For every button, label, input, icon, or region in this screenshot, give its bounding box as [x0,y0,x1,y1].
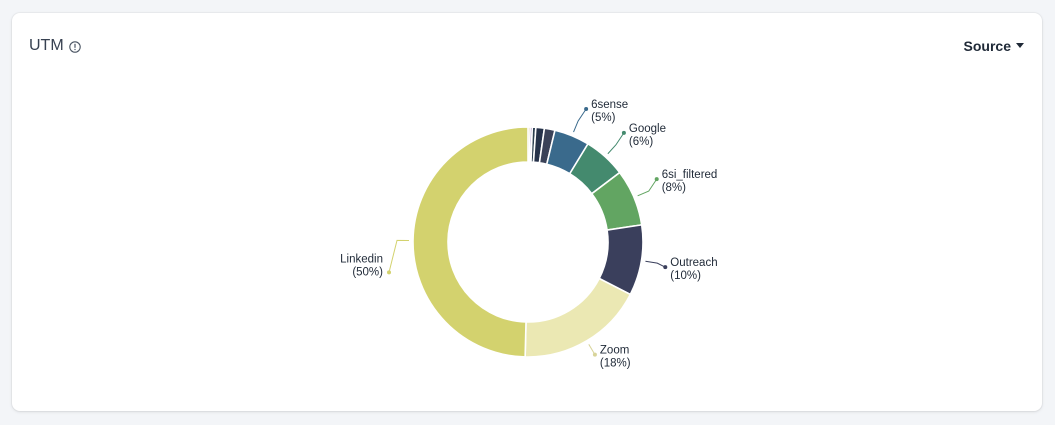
slice-label: Linkedin [340,253,383,265]
leader-dot [663,265,668,270]
leader-line-google [607,132,625,155]
slice-linkedin[interactable] [412,126,529,358]
slice-label: Google [629,123,666,135]
leader-line-outreach [645,260,666,268]
slice-percent: (10%) [670,270,701,282]
leader-dot [621,130,626,135]
slice-percent: (5%) [591,112,615,124]
leader-line-6sense [573,108,587,133]
slice-percent: (18%) [600,358,631,370]
slice-label: Outreach [670,257,717,269]
leader-line-6si-filtered [637,178,658,197]
slice-label: 6si_filtered [662,169,718,181]
info-circle-icon[interactable] [68,40,81,53]
caret-down-icon [1016,42,1024,48]
source-dropdown-label: Source [963,38,1011,54]
leader-line-linkedin [388,239,410,273]
leader-dot [654,177,659,182]
card-title-text: UTM [29,37,64,54]
slice-percent: (8%) [662,182,686,194]
leader-dot [584,106,589,111]
slice-label: Zoom [600,345,629,357]
slice-percent: (50%) [352,266,383,278]
slice-label: 6sense [591,99,628,111]
leader-dot [387,270,392,275]
slice-percent: (6%) [629,136,653,148]
leader-dot [592,352,597,357]
source-dropdown[interactable]: Source [964,38,1024,54]
card-title: UTM [29,37,81,55]
